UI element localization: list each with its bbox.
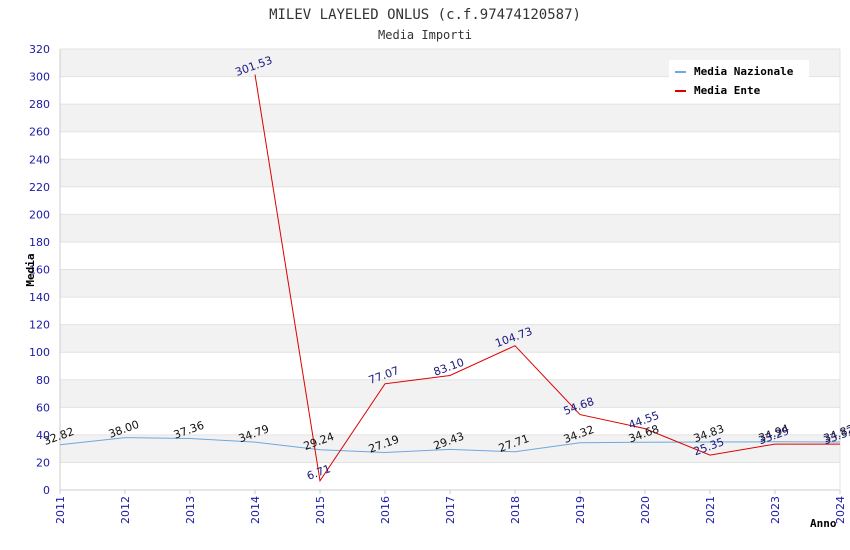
- y-tick-label: 260: [29, 126, 50, 139]
- grid-band: [60, 159, 840, 187]
- grid-band: [60, 214, 840, 242]
- x-tick-label: 2017: [444, 496, 457, 524]
- y-tick-label: 60: [36, 401, 50, 414]
- legend: Media Nazionale Media Ente: [669, 60, 809, 102]
- y-tick-labels: 0 20 40 60 80 100 120 140 160 180 200 220 240 260 280 3…: [29, 43, 50, 497]
- x-tick-label: 2014: [249, 496, 262, 524]
- y-tick-label: 160: [29, 264, 50, 277]
- x-tick-label: 2023: [769, 496, 782, 524]
- chart-title: MILEV LAYELED ONLUS (c.f.97474120587): [269, 7, 581, 23]
- y-tick-label: 300: [29, 71, 50, 84]
- series-line-0: [59, 437, 841, 454]
- y-tick-label: 40: [36, 429, 50, 442]
- chart-subtitle: Media Importi: [378, 28, 472, 42]
- x-tick-label: 2024: [834, 496, 847, 524]
- grid-band: [60, 269, 840, 298]
- series-lines: [59, 74, 841, 483]
- y-tick-label: 0: [43, 484, 50, 497]
- x-tick-label: 2016: [379, 496, 392, 524]
- x-tick-label: 2019: [574, 496, 587, 524]
- x-axis-label: Anno: [810, 517, 837, 530]
- y-tick-label: 200: [29, 208, 50, 221]
- x-tick-label: 2015: [314, 496, 327, 524]
- legend-entry-ente: Media Ente: [694, 84, 761, 97]
- data-label-ente: 6.71: [305, 462, 332, 483]
- grid-bands: [60, 49, 840, 463]
- y-tick-label: 80: [36, 374, 50, 387]
- x-tick-label: 2021: [704, 496, 717, 524]
- y-tick-label: 320: [29, 43, 50, 56]
- grid-band: [60, 324, 840, 353]
- x-tick-label: 2020: [639, 496, 652, 524]
- y-tick-label: 280: [29, 98, 50, 111]
- y-tick-label: 240: [29, 153, 50, 166]
- grid-band: [60, 379, 840, 408]
- y-tick-label: 20: [36, 456, 50, 469]
- y-tick-label: 100: [29, 346, 50, 359]
- legend-entry-naz: Media Nazionale: [694, 65, 794, 78]
- x-tick-label: 2012: [119, 496, 132, 524]
- x-tick-label: 2013: [184, 496, 197, 524]
- grid-band: [60, 434, 840, 463]
- x-tick-label: 2011: [54, 496, 67, 524]
- y-tick-label: 220: [29, 181, 50, 194]
- y-axis-label: Media: [24, 253, 37, 286]
- grid-band: [60, 104, 840, 132]
- y-tick-label: 120: [29, 319, 50, 332]
- legend-box: [669, 60, 809, 102]
- series-line-1: [254, 74, 840, 483]
- x-tick-label: 2018: [509, 496, 522, 524]
- x-tick-labels: 2011 2012 2013 2014 2015 2016 2017 2018 2019 2020…: [54, 490, 847, 524]
- y-tick-label: 180: [29, 236, 50, 249]
- y-tick-label: 140: [29, 291, 50, 304]
